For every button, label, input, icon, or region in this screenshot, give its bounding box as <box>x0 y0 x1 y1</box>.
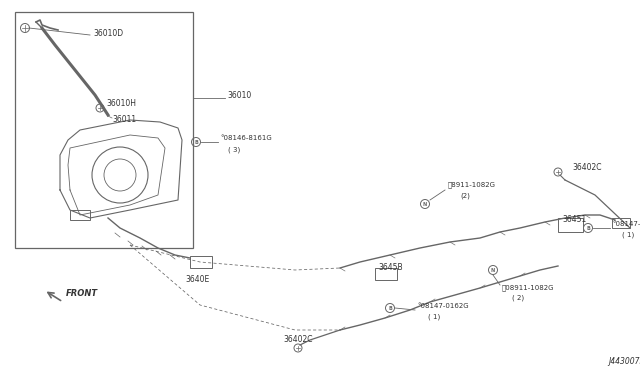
Text: (2): (2) <box>460 193 470 199</box>
Text: Ⓣ08911-1082G: Ⓣ08911-1082G <box>502 285 554 291</box>
Text: ( 2): ( 2) <box>512 295 524 301</box>
Text: B: B <box>586 225 590 231</box>
Bar <box>190 256 212 268</box>
Text: 3645B: 3645B <box>378 263 403 273</box>
Text: 3640E: 3640E <box>185 276 209 285</box>
Text: °08147-0162G: °08147-0162G <box>417 303 468 309</box>
Text: 36010H: 36010H <box>106 99 136 108</box>
Bar <box>15 12 193 248</box>
Text: B: B <box>194 140 198 144</box>
Bar <box>558 218 583 232</box>
Text: ( 1): ( 1) <box>622 232 634 238</box>
Text: ( 3): ( 3) <box>228 147 240 153</box>
Text: B: B <box>388 305 392 311</box>
Text: J443007P: J443007P <box>608 357 640 366</box>
Text: 36011: 36011 <box>112 115 136 125</box>
Text: FRONT: FRONT <box>66 289 98 298</box>
Text: N: N <box>423 202 427 206</box>
Bar <box>70 210 90 220</box>
Text: N: N <box>491 267 495 273</box>
Text: °08147-0162G: °08147-0162G <box>612 221 640 227</box>
Text: 36451: 36451 <box>562 215 586 224</box>
Text: Ⓣ8911-1082G: Ⓣ8911-1082G <box>448 182 496 188</box>
Text: 36010D: 36010D <box>93 29 123 38</box>
Text: 36010: 36010 <box>227 92 252 100</box>
Bar <box>375 268 397 280</box>
Text: °08146-8161G: °08146-8161G <box>220 135 272 141</box>
Text: 36402C: 36402C <box>283 336 312 344</box>
Text: ( 1): ( 1) <box>428 314 440 320</box>
Text: 36402C: 36402C <box>572 163 602 171</box>
Bar <box>612 218 630 228</box>
